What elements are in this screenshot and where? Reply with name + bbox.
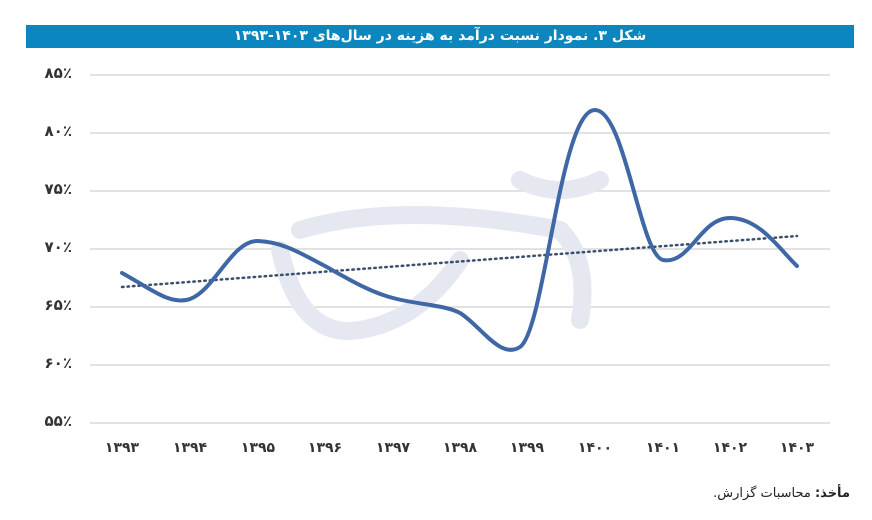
y-tick-80: ۸۰٪: [44, 122, 72, 140]
x-tick-1403: ۱۴۰۳: [779, 440, 815, 456]
data-line: [120, 107, 799, 352]
y-tick-85: ۸۵٪: [44, 64, 72, 82]
x-tick-1397: ۱۳۹۷: [375, 440, 411, 456]
x-tick-1402: ۱۴۰۲: [712, 440, 748, 456]
source-note: مأخذ: محاسبات گزارش.: [713, 486, 850, 501]
x-tick-1400: ۱۴۰۰: [577, 440, 613, 456]
source-text: محاسبات گزارش.: [713, 486, 811, 501]
x-tick-1393: ۱۳۹۳: [104, 440, 140, 456]
chart-title: شکل ۳. نمودار نسبت درآمد به هزینه در سال…: [26, 25, 854, 48]
x-tick-1399: ۱۳۹۹: [509, 440, 545, 456]
x-tick-1401: ۱۴۰۱: [645, 440, 681, 456]
y-tick-55: ۵۵٪: [44, 412, 72, 430]
x-tick-1396: ۱۳۹۶: [307, 440, 343, 456]
y-tick-65: ۶۵٪: [44, 296, 72, 314]
x-tick-1394: ۱۳۹۴: [172, 440, 208, 456]
y-tick-75: ۷۵٪: [44, 180, 72, 198]
gridlines: [90, 74, 830, 424]
y-tick-70: ۷۰٪: [44, 238, 72, 256]
x-tick-1398: ۱۳۹۸: [442, 440, 478, 456]
y-tick-60: ۶۰٪: [44, 354, 72, 372]
source-label: مأخذ:: [814, 486, 850, 501]
x-tick-1395: ۱۳۹۵: [240, 440, 276, 456]
